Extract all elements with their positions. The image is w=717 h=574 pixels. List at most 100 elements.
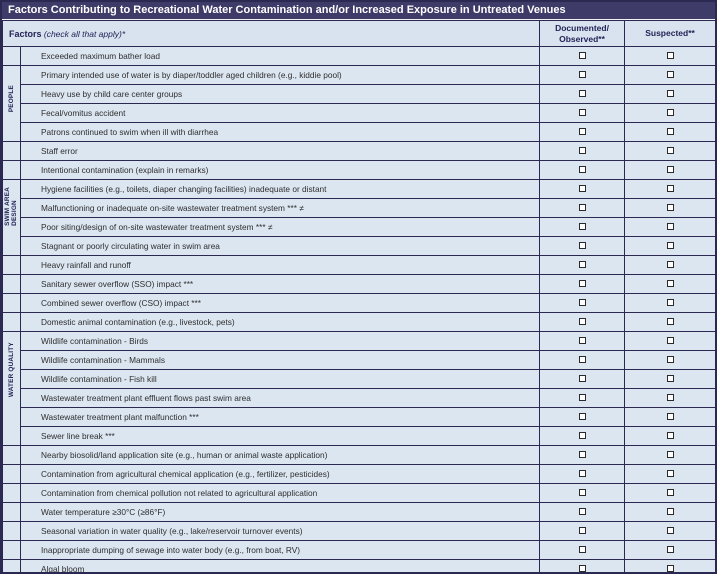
checkbox-documented[interactable] — [578, 242, 586, 250]
check-cell-documented — [539, 46, 626, 66]
table-row: Staff error — [2, 141, 715, 161]
checkbox-documented[interactable] — [578, 565, 586, 572]
checkbox-documented[interactable] — [578, 489, 586, 497]
table-row: Intentional contamination (explain in re… — [2, 160, 715, 180]
check-cell-documented — [539, 369, 626, 389]
checkbox-suspected[interactable] — [666, 166, 674, 174]
checkbox-documented[interactable] — [578, 546, 586, 554]
factor-label: Wildlife contamination - Fish kill — [19, 369, 541, 389]
factor-label: Nearby biosolid/land application site (e… — [19, 445, 541, 465]
checkbox-suspected[interactable] — [666, 223, 674, 231]
check-cell-documented — [539, 84, 626, 104]
checkbox-suspected[interactable] — [666, 413, 674, 421]
check-cell-documented — [539, 255, 626, 275]
category-label-empty — [2, 141, 21, 161]
checkbox-documented[interactable] — [578, 71, 586, 79]
checkbox-documented[interactable] — [578, 451, 586, 459]
checkbox-suspected[interactable] — [666, 394, 674, 402]
category-label-empty — [2, 312, 21, 332]
checkbox-suspected[interactable] — [666, 71, 674, 79]
category-label-empty — [2, 483, 21, 503]
checkbox-suspected[interactable] — [666, 52, 674, 60]
checkbox-suspected[interactable] — [666, 280, 674, 288]
checkbox-documented[interactable] — [578, 527, 586, 535]
checkbox-suspected[interactable] — [666, 337, 674, 345]
factor-label: Sanitary sewer overflow (SSO) impact *** — [19, 274, 541, 294]
category-label-empty — [2, 559, 21, 572]
factor-label: Patrons continued to swim when ill with … — [19, 122, 541, 142]
checkbox-documented[interactable] — [578, 318, 586, 326]
factor-label: Combined sewer overflow (CSO) impact *** — [19, 293, 541, 313]
checkbox-documented[interactable] — [578, 261, 586, 269]
checkbox-suspected[interactable] — [666, 109, 674, 117]
table-row: Sewer line break *** — [3, 426, 715, 446]
check-cell-suspected — [624, 445, 715, 465]
checkbox-suspected[interactable] — [666, 242, 674, 250]
checkbox-suspected[interactable] — [666, 470, 674, 478]
checkbox-documented[interactable] — [578, 52, 586, 60]
checkbox-documented[interactable] — [578, 128, 586, 136]
checkbox-documented[interactable] — [578, 356, 586, 364]
checkbox-suspected[interactable] — [666, 527, 674, 535]
check-cell-documented — [539, 65, 626, 85]
factor-label: Staff error — [19, 141, 541, 161]
check-cell-suspected — [624, 502, 715, 522]
checkbox-documented[interactable] — [578, 299, 586, 307]
factor-label: Wastewater treatment plant effluent flow… — [19, 388, 541, 408]
check-cell-suspected — [624, 369, 715, 389]
table-row: Combined sewer overflow (CSO) impact *** — [2, 293, 715, 313]
checkbox-suspected[interactable] — [666, 318, 674, 326]
checkbox-suspected[interactable] — [666, 147, 674, 155]
factor-label: Stagnant or poorly circulating water in … — [19, 236, 541, 256]
checkbox-documented[interactable] — [578, 432, 586, 440]
checkbox-suspected[interactable] — [666, 128, 674, 136]
check-cell-documented — [539, 483, 626, 503]
factor-label: Heavy rainfall and runoff — [19, 255, 541, 275]
column-header-suspected: Suspected** — [624, 20, 715, 47]
checkbox-suspected[interactable] — [666, 261, 674, 269]
checkbox-suspected[interactable] — [666, 356, 674, 364]
checkbox-suspected[interactable] — [666, 204, 674, 212]
checkbox-suspected[interactable] — [666, 546, 674, 554]
table-row: Wastewater treatment plant malfunction *… — [3, 407, 715, 427]
category-label-empty — [2, 274, 21, 294]
checkbox-suspected[interactable] — [666, 508, 674, 516]
check-cell-documented — [539, 198, 626, 218]
check-cell-suspected — [624, 540, 715, 560]
checkbox-documented[interactable] — [578, 280, 586, 288]
factor-label: Exceeded maximum bather load — [19, 46, 541, 66]
checkbox-suspected[interactable] — [666, 375, 674, 383]
checkbox-suspected[interactable] — [666, 185, 674, 193]
checkbox-suspected[interactable] — [666, 299, 674, 307]
checkbox-documented[interactable] — [578, 185, 586, 193]
checkbox-documented[interactable] — [578, 413, 586, 421]
check-cell-suspected — [624, 483, 715, 503]
checkbox-documented[interactable] — [578, 204, 586, 212]
checkbox-suspected[interactable] — [666, 432, 674, 440]
checkbox-documented[interactable] — [578, 470, 586, 478]
check-cell-suspected — [624, 426, 715, 446]
check-cell-suspected — [624, 559, 715, 572]
checkbox-documented[interactable] — [578, 508, 586, 516]
column-header-row: Factors (check all that apply)* Document… — [2, 20, 715, 47]
checkbox-documented[interactable] — [578, 166, 586, 174]
checkbox-suspected[interactable] — [666, 489, 674, 497]
checkbox-documented[interactable] — [578, 90, 586, 98]
check-cell-suspected — [624, 293, 715, 313]
checkbox-documented[interactable] — [578, 109, 586, 117]
check-cell-documented — [539, 103, 626, 123]
checkbox-documented[interactable] — [578, 337, 586, 345]
checkbox-suspected[interactable] — [666, 90, 674, 98]
checkbox-documented[interactable] — [578, 147, 586, 155]
factor-label: Water temperature ≥30°C (≥86°F) — [19, 502, 541, 522]
check-cell-suspected — [624, 65, 715, 85]
checkbox-documented[interactable] — [578, 223, 586, 231]
checkbox-documented[interactable] — [578, 375, 586, 383]
check-cell-suspected — [624, 179, 715, 199]
checkbox-suspected[interactable] — [666, 565, 674, 572]
table-row: WATER QUALITY Wildlife contamination - Bi… — [2, 331, 715, 446]
factor-label: Heavy use by child care center groups — [19, 84, 541, 104]
checkbox-suspected[interactable] — [666, 451, 674, 459]
checkbox-documented[interactable] — [578, 394, 586, 402]
